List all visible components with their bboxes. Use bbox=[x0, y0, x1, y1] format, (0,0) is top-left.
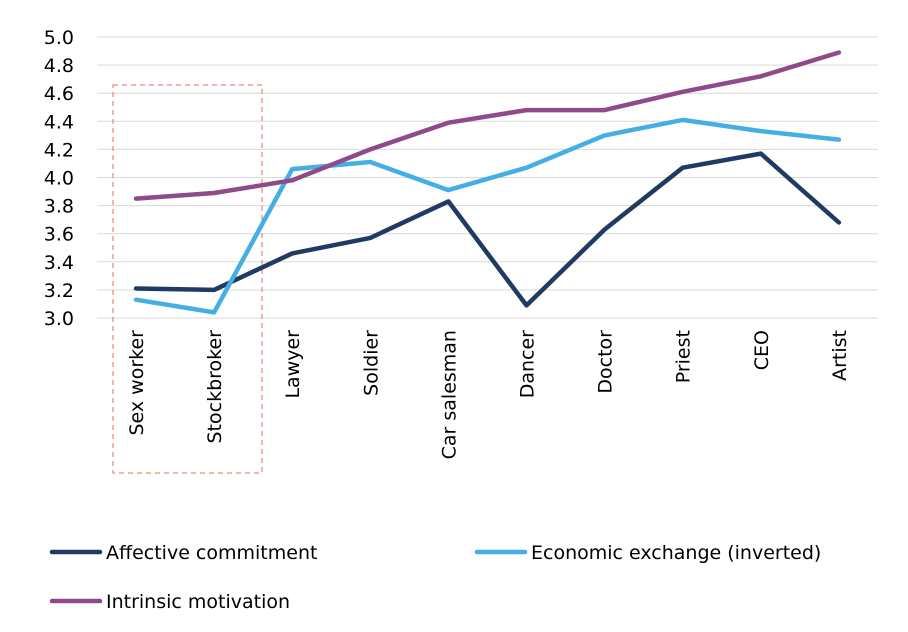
x-axis-category-labels: Sex worker Stockbroker Lawyer Soldier Car sa… bbox=[126, 330, 851, 460]
legend-label: Affective commitment bbox=[106, 542, 317, 564]
y-tick-label: 3.4 bbox=[44, 252, 74, 274]
legend-label: Intrinsic motivation bbox=[106, 591, 290, 613]
series-line-0 bbox=[133, 151, 842, 308]
highlight-dashed-box bbox=[112, 84, 263, 474]
y-tick-label: 4.6 bbox=[44, 83, 74, 105]
x-category-label: Priest bbox=[673, 330, 695, 383]
series-lines bbox=[133, 50, 842, 315]
x-category-label: Stockbroker bbox=[204, 330, 226, 444]
legend-label: Economic exchange (inverted) bbox=[531, 542, 821, 564]
y-tick-label: 4.0 bbox=[44, 168, 74, 190]
x-category-label: Soldier bbox=[360, 330, 382, 396]
y-tick-label: 5.0 bbox=[44, 27, 74, 49]
legend: Affective commitment Economic exchange (i… bbox=[49, 542, 821, 613]
x-category-label: Sex worker bbox=[126, 330, 148, 436]
x-category-label: Artist bbox=[829, 330, 851, 381]
highlight-box bbox=[112, 84, 263, 474]
x-category-label: Dancer bbox=[517, 330, 539, 398]
x-category-label: Car salesman bbox=[438, 330, 460, 459]
y-tick-label: 3.0 bbox=[44, 308, 74, 330]
y-tick-label: 3.6 bbox=[44, 224, 74, 246]
series-line-1 bbox=[133, 117, 842, 315]
x-category-label: CEO bbox=[751, 330, 773, 370]
y-tick-label: 4.4 bbox=[44, 111, 74, 133]
x-category-label: Doctor bbox=[595, 330, 617, 394]
y-tick-label: 3.2 bbox=[44, 280, 74, 302]
y-tick-label: 3.8 bbox=[44, 196, 74, 218]
y-tick-label: 4.8 bbox=[44, 55, 74, 77]
y-tick-label: 4.2 bbox=[44, 139, 74, 161]
y-axis-tick-labels: 3.0 3.2 3.4 3.6 3.8 4.0 4.2 4.4 4.6 4.8 5.0 bbox=[44, 27, 74, 330]
series-line-2 bbox=[133, 50, 842, 201]
x-category-label: Lawyer bbox=[282, 330, 304, 399]
